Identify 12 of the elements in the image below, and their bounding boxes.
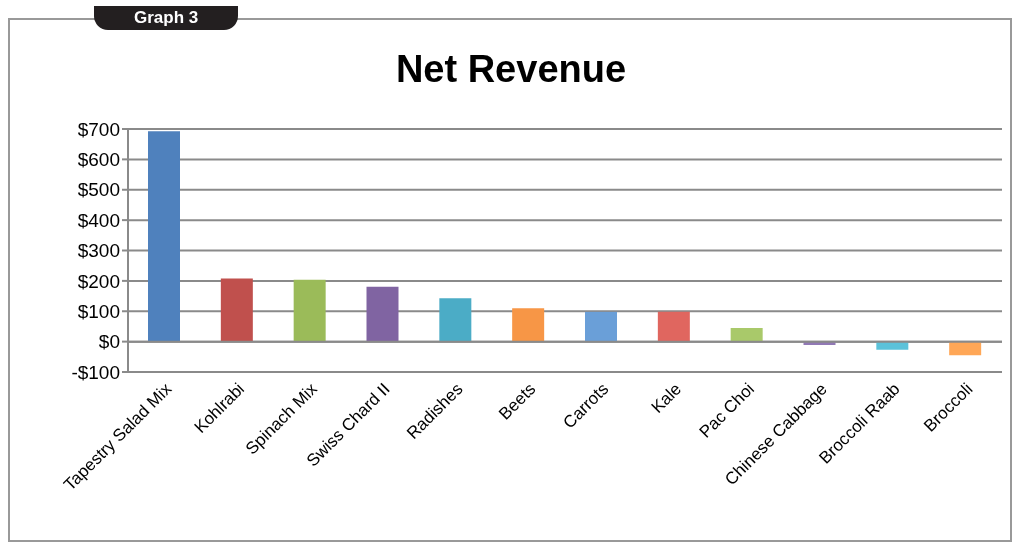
y-tick-label: -$100 — [71, 361, 120, 383]
y-tick-label: $600 — [77, 149, 120, 171]
x-tick-label: Kale — [647, 379, 686, 417]
y-tick-label: $500 — [77, 179, 120, 201]
y-tick-label: $700 — [77, 118, 120, 140]
y-tick-label: $300 — [77, 240, 120, 262]
y-tick-label: $200 — [77, 270, 120, 292]
caption: Graph 3 — [94, 6, 239, 30]
chart-title: Net Revenue — [394, 48, 628, 91]
y-tick-label: $100 — [77, 300, 120, 322]
y-tick-label: $0 — [98, 331, 120, 353]
y-tick-label: $400 — [77, 209, 120, 231]
